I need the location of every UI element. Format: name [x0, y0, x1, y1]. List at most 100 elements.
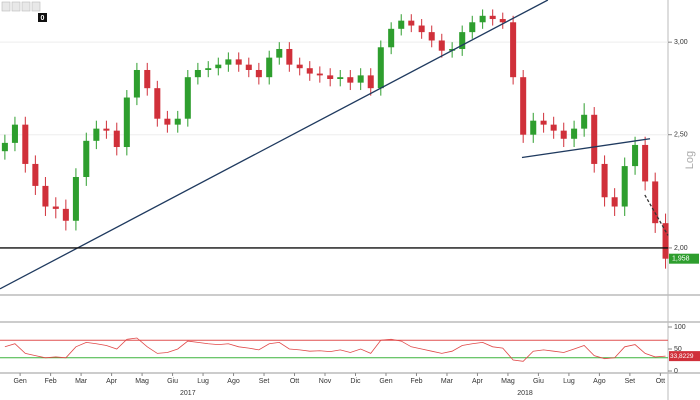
- candle-body: [642, 144, 649, 182]
- candle-body: [408, 20, 415, 26]
- value-tag: [669, 351, 700, 362]
- candle-body: [93, 128, 100, 141]
- x-tick-label: Gen: [379, 378, 392, 385]
- candle-body: [428, 32, 435, 41]
- x-tick-label: Mag: [135, 378, 149, 385]
- candle-body: [560, 130, 567, 139]
- candle-body: [11, 124, 18, 143]
- tool-button[interactable]: [31, 1, 41, 12]
- x-tick-label: Feb: [45, 378, 57, 385]
- candle-body: [530, 120, 537, 135]
- y-tick-label: 100: [674, 324, 686, 331]
- candle-body: [144, 69, 151, 89]
- candle-body: [123, 97, 130, 148]
- candle-body: [32, 163, 39, 186]
- x-tick-label: Set: [259, 378, 270, 385]
- candle-body: [632, 144, 639, 167]
- candle-body: [1, 142, 8, 152]
- x-tick-label: Dic: [350, 378, 361, 385]
- candle-body: [469, 22, 476, 33]
- x-tick-label: Mar: [75, 378, 88, 385]
- candle-body: [72, 177, 79, 221]
- year-label: 2018: [517, 390, 533, 397]
- candle-body: [154, 88, 161, 119]
- candle-body: [550, 124, 557, 131]
- candle-body: [62, 208, 69, 221]
- candle-body: [52, 206, 59, 209]
- trend-line: [644, 194, 669, 236]
- candle-body: [276, 48, 283, 58]
- x-tick-label: Ott: [290, 378, 299, 385]
- candle-body: [398, 20, 405, 29]
- candle-body: [184, 77, 191, 119]
- candle-body: [266, 57, 273, 78]
- y-tick-label: 2,50: [674, 132, 688, 139]
- candle-body: [255, 69, 262, 78]
- candle-body: [83, 140, 90, 178]
- candle-body: [367, 75, 374, 89]
- candle-body: [113, 130, 120, 148]
- tool-button[interactable]: [1, 1, 11, 12]
- x-tick-label: Feb: [410, 378, 422, 385]
- candle-body: [591, 114, 598, 164]
- candle-body: [205, 68, 212, 70]
- x-tick-label: Lug: [563, 378, 575, 385]
- candle-body: [652, 181, 659, 224]
- price-tag-label: 1,958: [672, 256, 690, 263]
- candle-body: [225, 59, 232, 65]
- candle-body: [296, 64, 303, 69]
- candle-body: [357, 75, 364, 83]
- candle-body: [388, 28, 395, 48]
- candle-body: [194, 69, 201, 78]
- trend-line: [521, 138, 651, 159]
- tool-button[interactable]: [11, 1, 21, 12]
- badge: 0: [41, 15, 45, 22]
- toolbar: 0: [1, 1, 47, 22]
- x-tick-label: Mag: [501, 378, 515, 385]
- candle-body: [215, 64, 222, 69]
- candle-body: [164, 118, 171, 125]
- candle-body: [377, 47, 384, 89]
- candle-body: [306, 68, 313, 74]
- x-tick-label: Set: [625, 378, 636, 385]
- y-tick-label: 3,00: [674, 39, 688, 46]
- candle-body: [133, 69, 140, 98]
- candle-body: [174, 118, 181, 125]
- candle-body: [438, 40, 445, 51]
- candle-body: [286, 48, 293, 65]
- candle-body: [245, 64, 252, 70]
- x-tick-label: Ago: [593, 378, 606, 385]
- candle-body: [479, 15, 486, 23]
- candle-body: [103, 128, 110, 131]
- candle-body: [489, 15, 496, 20]
- rsi-line: [4, 337, 666, 362]
- candle-body: [337, 77, 344, 80]
- candle-body: [571, 128, 578, 139]
- candle-body: [327, 75, 334, 80]
- y-tick-label: 2,00: [674, 245, 688, 252]
- candle-body: [316, 73, 323, 76]
- y-tick-label: 0: [674, 368, 678, 375]
- trend-line: [0, 0, 549, 290]
- tool-button[interactable]: [21, 1, 31, 12]
- x-tick-label: Giu: [167, 378, 178, 385]
- x-tick-label: Mar: [441, 378, 454, 385]
- x-tick-label: Gen: [14, 378, 27, 385]
- candle-body: [22, 124, 29, 164]
- candle-body: [621, 166, 628, 207]
- x-tick-label: Giu: [533, 378, 544, 385]
- candle-body: [540, 120, 547, 125]
- x-tick-label: Lug: [197, 378, 209, 385]
- y-tick-label: 50: [674, 346, 682, 353]
- y-axis-label: Log: [684, 151, 696, 169]
- candle-body: [459, 32, 466, 49]
- candle-body: [581, 114, 588, 129]
- value-tag-label: 33,8229: [670, 353, 694, 360]
- candle-body: [601, 163, 608, 198]
- candle-body: [347, 77, 354, 83]
- candle-body: [662, 223, 669, 259]
- price-tag: [669, 253, 699, 264]
- x-tick-label: Apr: [472, 378, 484, 385]
